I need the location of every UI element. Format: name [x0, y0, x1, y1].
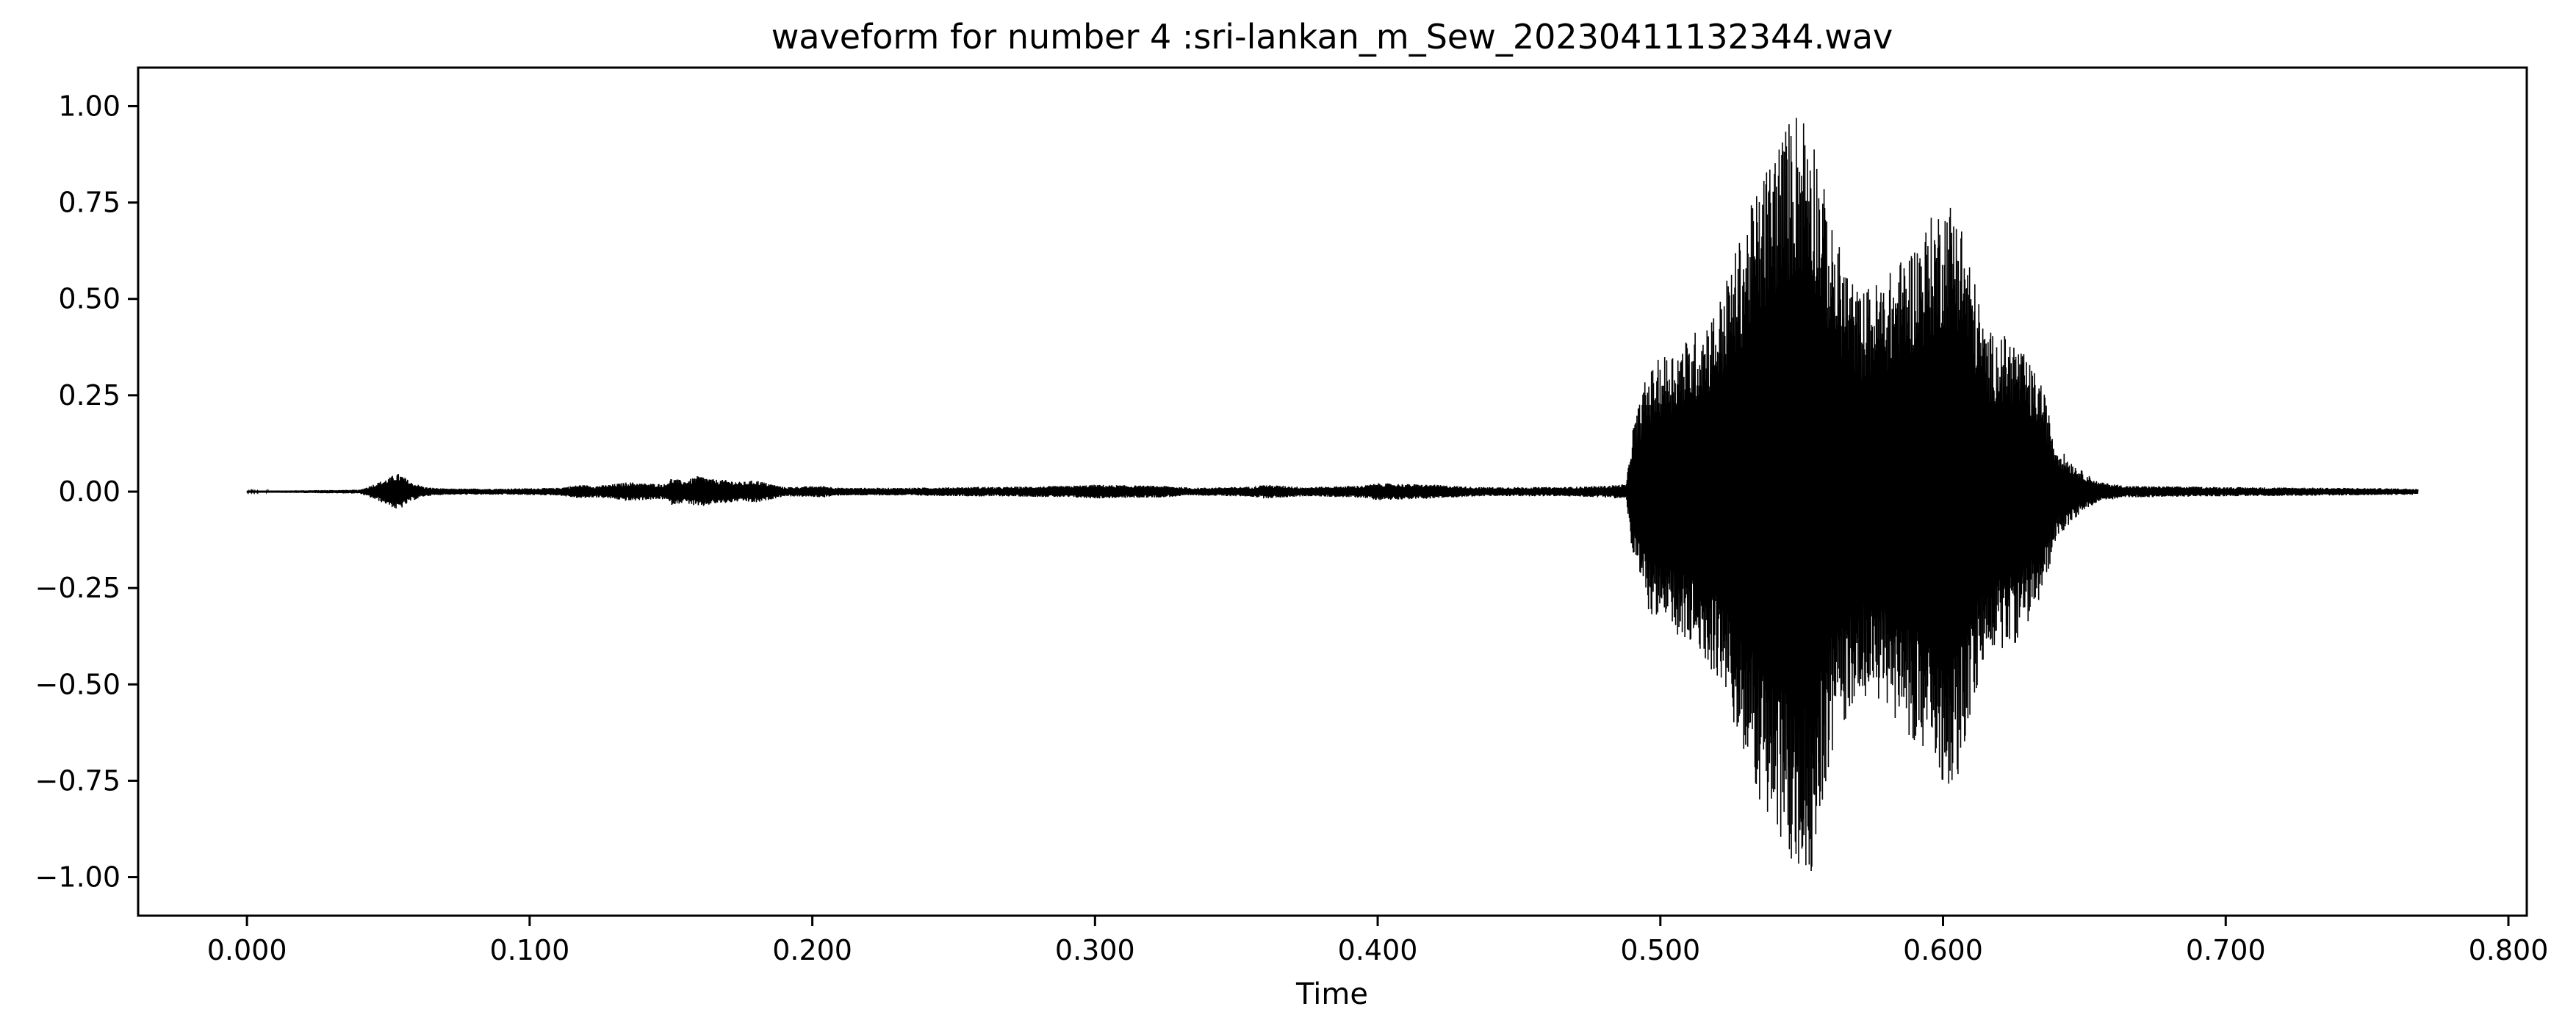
y-tick-label: 0.75 — [58, 187, 120, 219]
waveform-series — [246, 118, 2419, 872]
y-tick-label: 1.00 — [58, 90, 120, 122]
chart-title: waveform for number 4 :sri-lankan_m_Sew_… — [771, 17, 1893, 57]
y-tick-label: 0.50 — [58, 283, 120, 315]
x-tick-label: 0.700 — [2186, 934, 2266, 966]
x-tick-label: 0.500 — [1620, 934, 1700, 966]
x-tick-label: 0.100 — [489, 934, 569, 966]
y-axis-ticks: 1.00 0.75 0.50 0.25 0.00 −0.25 −0.50 −0.75 −1.00 — [35, 90, 138, 894]
waveform-line — [246, 118, 2419, 872]
x-tick-label: 0.400 — [1338, 934, 1418, 966]
y-tick-label: −1.00 — [35, 861, 120, 894]
y-tick-label: −0.25 — [35, 572, 120, 604]
y-tick-label: −0.50 — [35, 668, 120, 700]
x-tick-label: 0.600 — [1903, 934, 1983, 966]
x-axis-ticks: 0.000 0.100 0.200 0.300 0.400 0.500 0.600 0.700… — [207, 916, 2549, 966]
y-tick-label: −0.75 — [35, 764, 120, 797]
x-tick-label: 0.800 — [2469, 934, 2549, 966]
x-axis-label: Time — [1295, 977, 1368, 1011]
x-tick-label: 0.300 — [1055, 934, 1135, 966]
y-tick-label: 0.00 — [58, 475, 120, 508]
x-tick-label: 0.000 — [207, 934, 287, 966]
x-tick-label: 0.200 — [772, 934, 852, 966]
y-tick-label: 0.25 — [58, 379, 120, 412]
